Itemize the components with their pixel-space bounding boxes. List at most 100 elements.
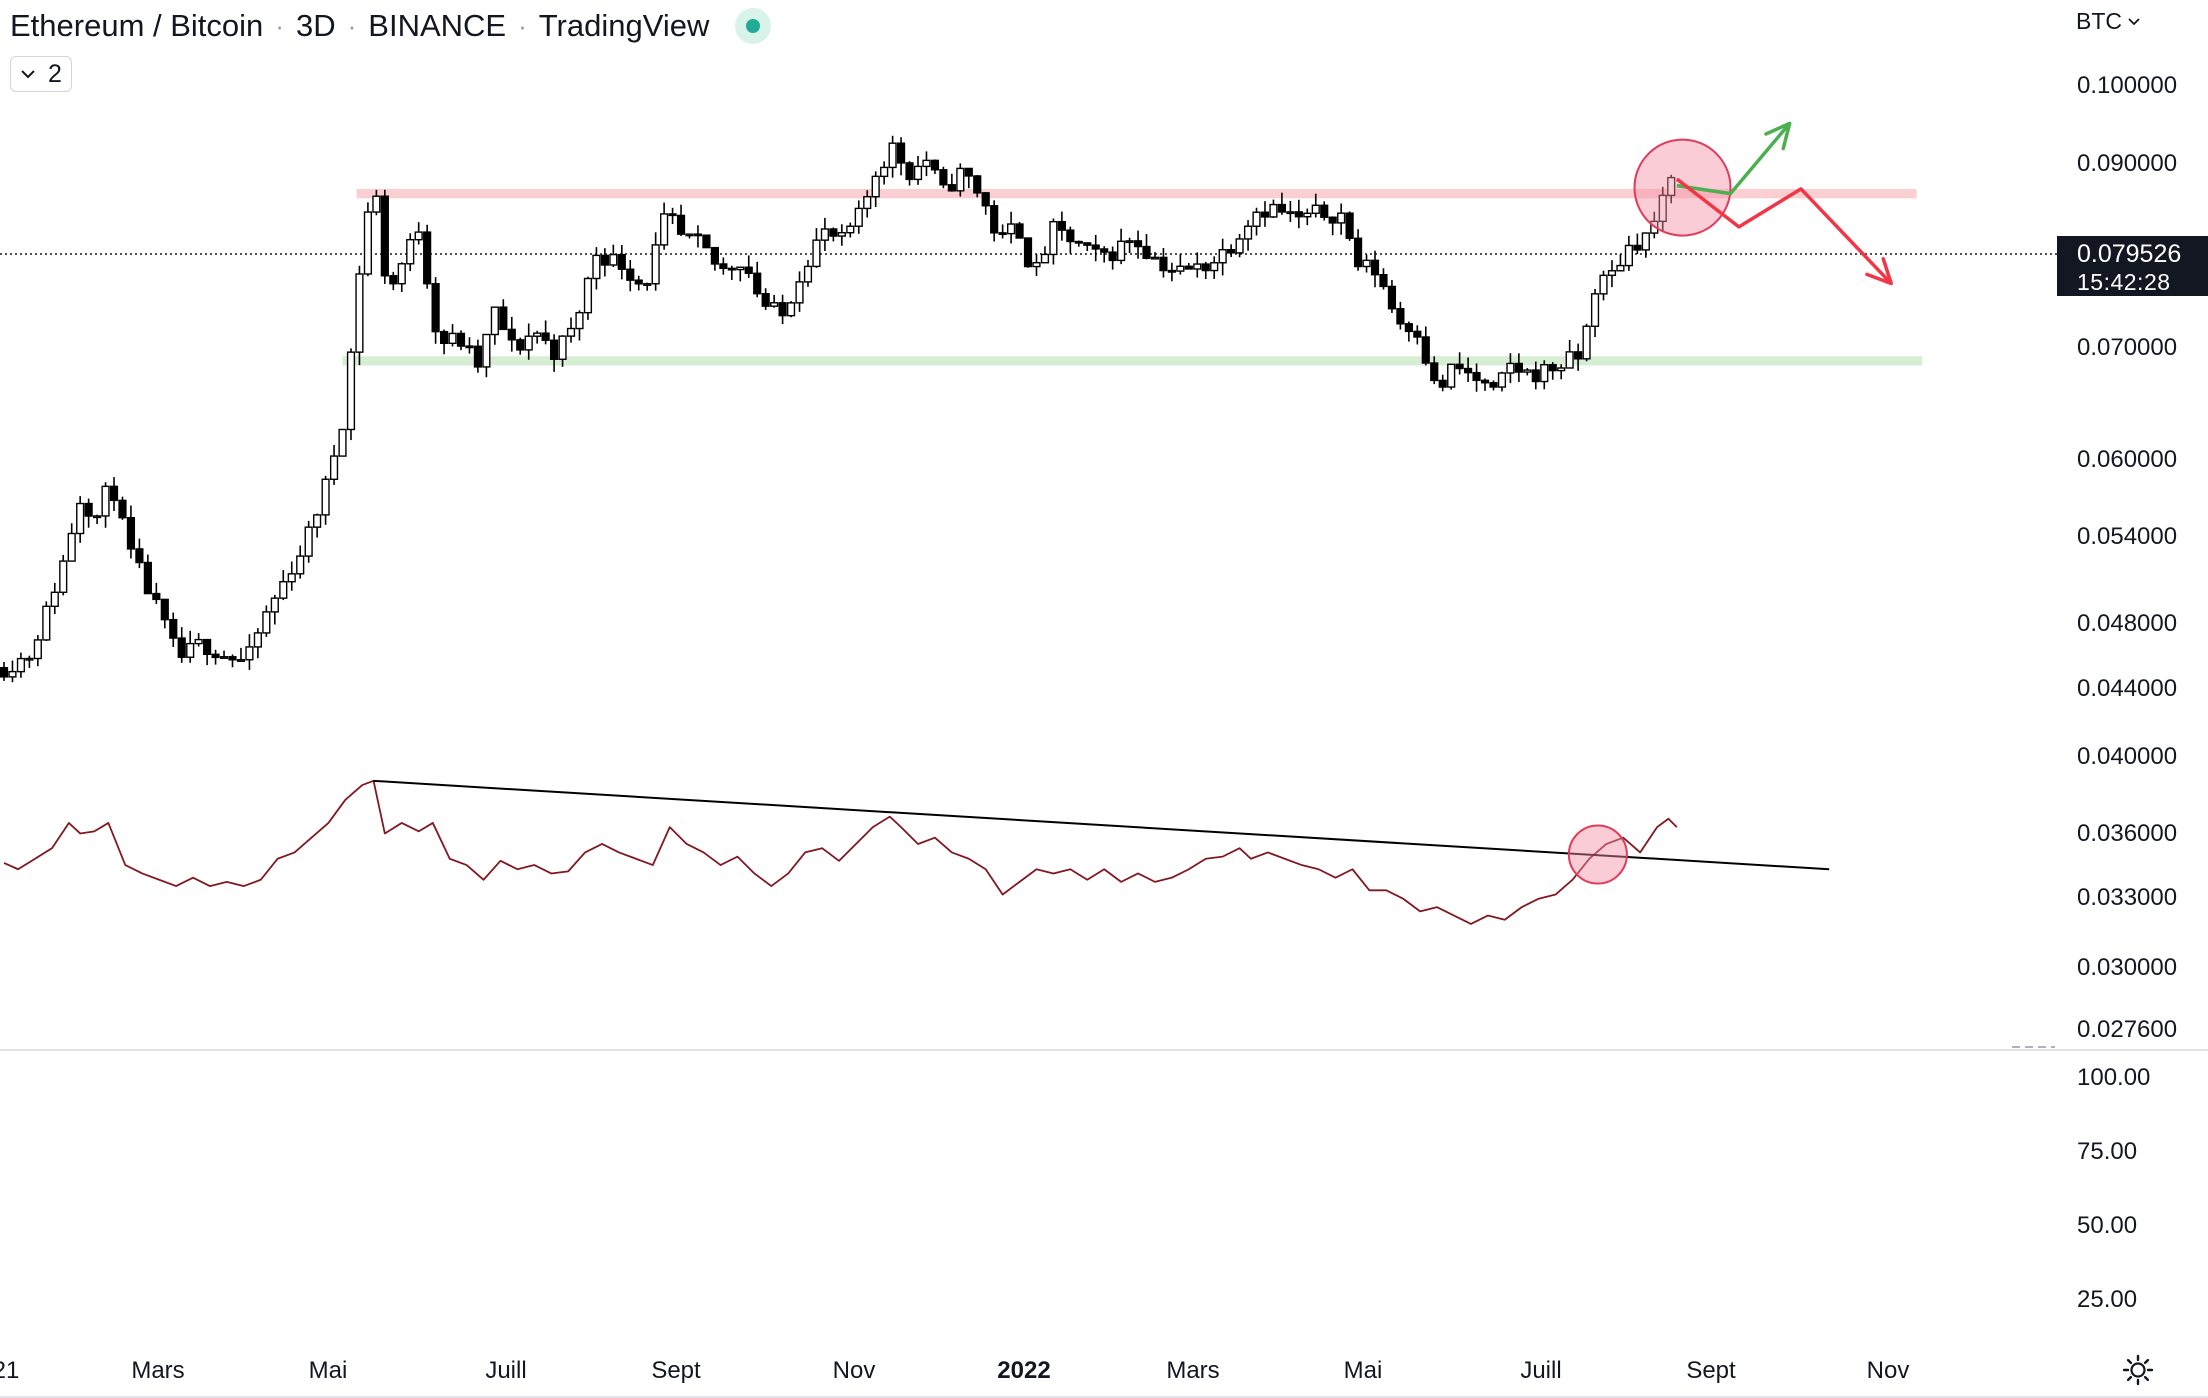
candle[interactable]: [786, 301, 796, 318]
candle[interactable]: [186, 630, 195, 663]
candle[interactable]: [1523, 368, 1532, 376]
candle[interactable]: [135, 538, 144, 569]
candle[interactable]: [1083, 242, 1092, 252]
candle[interactable]: [1201, 261, 1210, 280]
candle[interactable]: [346, 348, 356, 441]
candle[interactable]: [1150, 252, 1160, 260]
candle[interactable]: [660, 202, 669, 250]
collapse-indicators-button[interactable]: 2: [10, 56, 72, 92]
candle[interactable]: [736, 266, 745, 282]
candle[interactable]: [372, 189, 381, 216]
currency-selector[interactable]: BTC: [2076, 8, 2140, 35]
candle[interactable]: [888, 135, 897, 178]
candle[interactable]: [304, 520, 313, 563]
candle[interactable]: [160, 598, 169, 629]
candle[interactable]: [617, 244, 626, 280]
candle[interactable]: [1294, 199, 1303, 229]
candle[interactable]: [490, 306, 499, 345]
candle[interactable]: [126, 505, 136, 559]
candle[interactable]: [439, 329, 449, 355]
candle[interactable]: [236, 647, 246, 662]
candle[interactable]: [1252, 207, 1261, 236]
candle[interactable]: [600, 248, 609, 277]
candle[interactable]: [1243, 220, 1253, 251]
candle[interactable]: [456, 330, 466, 351]
candle[interactable]: [939, 166, 948, 189]
candle[interactable]: [719, 257, 728, 275]
candle[interactable]: [482, 333, 491, 378]
candle[interactable]: [1387, 280, 1397, 313]
candle[interactable]: [1320, 201, 1329, 221]
candle[interactable]: [871, 171, 880, 208]
candle[interactable]: [1159, 247, 1168, 278]
candle[interactable]: [651, 232, 660, 291]
candle[interactable]: [541, 320, 550, 345]
candle[interactable]: [1480, 378, 1490, 391]
candle[interactable]: [1404, 321, 1413, 342]
candle[interactable]: [1633, 233, 1642, 254]
candle[interactable]: [50, 582, 59, 615]
candle[interactable]: [1438, 374, 1447, 392]
candle[interactable]: [1514, 353, 1523, 383]
candle[interactable]: [1658, 186, 1667, 231]
candle[interactable]: [1472, 363, 1481, 392]
candle[interactable]: [1599, 270, 1608, 301]
candle[interactable]: [1345, 211, 1354, 241]
candle[interactable]: [228, 654, 237, 668]
candle[interactable]: [84, 498, 93, 528]
candle[interactable]: [1066, 226, 1075, 254]
candle[interactable]: [609, 244, 618, 268]
candle[interactable]: [1286, 200, 1295, 222]
candle[interactable]: [76, 496, 85, 543]
candle[interactable]: [1328, 216, 1337, 236]
candle[interactable]: [423, 224, 432, 289]
candle[interactable]: [1218, 238, 1227, 276]
candle[interactable]: [1574, 343, 1583, 371]
candle[interactable]: [389, 271, 398, 291]
candle[interactable]: [380, 189, 389, 284]
candle[interactable]: [990, 200, 999, 242]
candle[interactable]: [1396, 301, 1405, 330]
candle[interactable]: [287, 561, 296, 591]
candle[interactable]: [109, 477, 119, 511]
candle[interactable]: [998, 224, 1007, 239]
candle[interactable]: [770, 294, 779, 308]
candle[interactable]: [693, 225, 703, 248]
candle[interactable]: [812, 228, 821, 268]
candle[interactable]: [1565, 339, 1574, 369]
candle[interactable]: [1100, 246, 1109, 263]
candle[interactable]: [42, 601, 51, 642]
candle[interactable]: [431, 277, 440, 344]
candle[interactable]: [245, 634, 254, 670]
candle[interactable]: [1142, 234, 1151, 260]
candle[interactable]: [1370, 250, 1380, 288]
candle[interactable]: [863, 190, 872, 218]
candle[interactable]: [1531, 361, 1540, 390]
candle[interactable]: [1379, 268, 1388, 290]
candle[interactable]: [1235, 233, 1244, 258]
bullish-arrow-path[interactable]: [1676, 122, 1792, 196]
candle[interactable]: [1091, 234, 1100, 262]
candle[interactable]: [643, 282, 652, 291]
candle[interactable]: [685, 233, 694, 239]
candle[interactable]: [1641, 232, 1650, 258]
candle[interactable]: [1108, 246, 1117, 270]
candle[interactable]: [59, 554, 68, 596]
candle[interactable]: [880, 161, 889, 185]
candle[interactable]: [1497, 371, 1507, 392]
candle[interactable]: [566, 317, 576, 343]
candle[interactable]: [634, 275, 643, 291]
candle[interactable]: [956, 163, 965, 197]
candle[interactable]: [981, 192, 990, 215]
candle[interactable]: [524, 323, 533, 360]
candle[interactable]: [905, 161, 914, 186]
rsi-breakout-circle[interactable]: [1567, 824, 1628, 885]
candle[interactable]: [1616, 254, 1625, 272]
candle[interactable]: [1277, 192, 1287, 215]
interval-label[interactable]: 3D: [295, 8, 336, 43]
candle[interactable]: [1227, 244, 1236, 258]
candle[interactable]: [101, 482, 110, 528]
candle[interactable]: [668, 207, 677, 225]
candle[interactable]: [8, 660, 17, 683]
